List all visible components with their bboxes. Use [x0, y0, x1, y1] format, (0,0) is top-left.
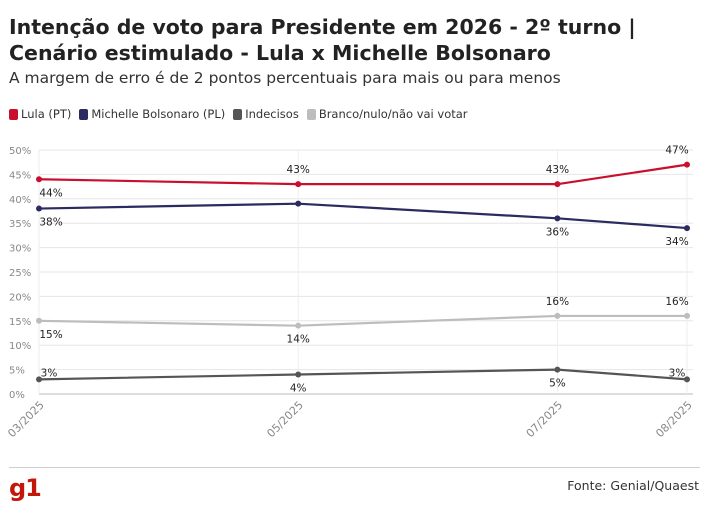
y-tick-label: 5%: [9, 366, 25, 377]
series-line-1: [38, 202, 688, 230]
y-tick-label: 50%: [9, 146, 31, 157]
series-line-2: [38, 368, 688, 381]
legend-label: Lula (PT): [21, 107, 72, 121]
y-tick-label: 45%: [9, 170, 31, 181]
footer-divider: [9, 467, 700, 468]
legend-swatch: [79, 108, 89, 120]
legend-item-3: Branco/nulo/não vai votar: [306, 107, 468, 121]
data-point: [684, 312, 690, 319]
legend: Lula (PT) Michelle Bolsonaro (PL) Indeciso…: [9, 107, 468, 121]
data-label: 36%: [546, 226, 569, 238]
data-label: 15%: [39, 329, 62, 341]
data-point: [36, 176, 42, 183]
legend-swatch: [9, 108, 18, 120]
x-tick-label: 07/2025: [524, 399, 566, 441]
y-tick-label: 0%: [9, 390, 25, 401]
legend-label: Branco/nulo/não vai votar: [318, 107, 468, 121]
series-line-3: [38, 314, 687, 327]
y-tick-label: 30%: [9, 244, 31, 255]
data-label: 3%: [669, 367, 686, 379]
data-label: 43%: [546, 164, 569, 176]
data-point: [554, 215, 561, 222]
data-label: 14%: [287, 334, 310, 346]
data-point: [36, 376, 42, 383]
y-tick-label: 25%: [9, 268, 31, 279]
x-tick-label: 03/2025: [5, 399, 47, 441]
data-point: [554, 181, 561, 188]
data-label: 4%: [290, 382, 307, 394]
line-chart: 0% 5% 10% 15% 20% 25% 30% 35% 40% 45% 50% 03/2025 05…: [5, 145, 695, 441]
series-line-0: [38, 163, 688, 186]
data-label: 16%: [665, 296, 688, 308]
source-note: Fonte: Genial/Quaest: [567, 478, 699, 493]
legend-item-0: Lula (PT): [9, 107, 71, 121]
chart-subtitle: A margem de erro é de 2 pontos percentua…: [9, 69, 561, 87]
y-tick-label: 35%: [9, 219, 31, 230]
data-point: [36, 205, 42, 212]
legend-item-2: Indecisos: [233, 107, 299, 121]
legend-item-1: Michelle Bolsonaro (PL): [79, 107, 225, 121]
y-tick-label: 10%: [9, 341, 31, 352]
x-tick-label: 08/2025: [653, 399, 695, 441]
chart-title: Intenção de voto para Presidente em 2026…: [9, 15, 636, 65]
data-label: 43%: [287, 164, 310, 176]
data-point: [554, 366, 561, 373]
legend-swatch: [233, 108, 243, 120]
data-point: [295, 322, 302, 329]
data-point: [295, 181, 302, 188]
data-point: [684, 225, 690, 232]
data-point: [554, 312, 561, 319]
data-label: 34%: [665, 236, 688, 248]
data-point: [684, 161, 690, 168]
legend-label: Michelle Bolsonaro (PL): [91, 107, 226, 121]
legend-swatch: [306, 108, 316, 120]
g1-logo: g1: [9, 474, 42, 502]
legend-label: Indecisos: [245, 107, 299, 121]
data-point: [684, 376, 690, 383]
data-point: [295, 371, 302, 378]
x-tick-label: 05/2025: [264, 399, 306, 441]
data-label: 5%: [549, 378, 566, 390]
data-label: 3%: [41, 367, 58, 379]
y-tick-label: 40%: [9, 195, 31, 206]
data-label: 38%: [39, 217, 62, 229]
data-label: 16%: [546, 296, 569, 308]
data-point: [36, 317, 42, 324]
y-tick-label: 20%: [9, 292, 31, 303]
data-point: [295, 200, 302, 207]
y-tick-label: 15%: [9, 317, 31, 328]
data-label: 47%: [665, 145, 688, 157]
data-label: 44%: [39, 187, 62, 199]
